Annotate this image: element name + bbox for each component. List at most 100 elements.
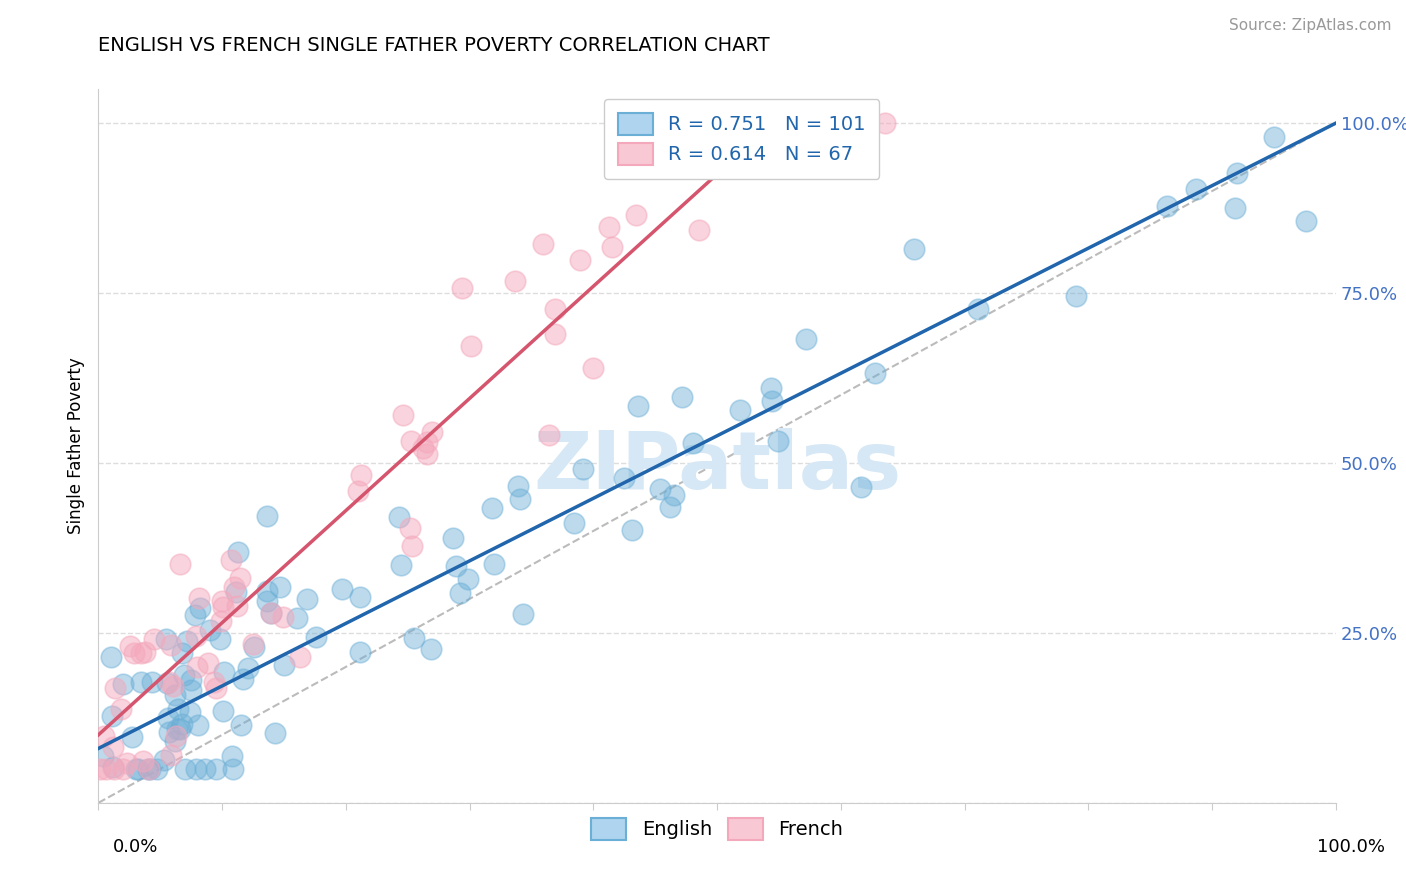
Point: [101, 709, 124, 723]
Point: [256, 583, 278, 598]
Point: [229, 571, 252, 585]
Point: [966, 302, 988, 317]
Point: [422, 425, 444, 440]
Point: [89, 762, 111, 776]
Point: [1295, 213, 1317, 227]
Point: [159, 747, 181, 762]
Point: [260, 606, 283, 620]
Point: [873, 116, 896, 130]
Point: [143, 632, 166, 646]
Point: [101, 739, 124, 754]
Point: [605, 131, 627, 145]
Point: [172, 646, 194, 660]
Point: [184, 608, 207, 623]
Point: [184, 629, 207, 643]
Point: [506, 479, 529, 493]
Point: [416, 435, 439, 450]
Point: [600, 240, 623, 254]
Point: [849, 480, 872, 494]
Point: [457, 573, 479, 587]
Point: [117, 756, 139, 770]
Point: [728, 403, 751, 417]
Point: [159, 638, 181, 652]
Point: [173, 668, 195, 682]
Point: [101, 760, 124, 774]
Point: [211, 704, 233, 718]
Point: [446, 558, 468, 573]
Point: [544, 326, 567, 341]
Point: [399, 521, 422, 535]
Point: [399, 434, 422, 448]
Point: [141, 674, 163, 689]
Point: [214, 665, 236, 679]
Point: [212, 599, 235, 614]
Point: [224, 580, 246, 594]
Point: [209, 614, 232, 628]
Point: [271, 610, 294, 624]
Point: [568, 253, 591, 268]
Point: [537, 427, 560, 442]
Point: [205, 681, 228, 695]
Point: [211, 593, 233, 607]
Text: ENGLISH VS FRENCH SINGLE FATHER POVERTY CORRELATION CHART: ENGLISH VS FRENCH SINGLE FATHER POVERTY …: [98, 36, 770, 54]
Point: [330, 582, 353, 596]
Point: [132, 754, 155, 768]
Text: 0.0%: 0.0%: [112, 838, 157, 856]
Point: [482, 557, 505, 571]
Point: [104, 681, 127, 695]
Point: [243, 640, 266, 655]
Point: [129, 675, 152, 690]
Point: [794, 332, 817, 346]
Point: [543, 302, 565, 317]
Point: [232, 672, 254, 686]
Point: [1263, 130, 1285, 145]
Point: [1223, 202, 1246, 216]
Point: [172, 716, 194, 731]
Point: [129, 646, 152, 660]
Point: [662, 488, 685, 502]
Point: [1184, 182, 1206, 196]
Point: [389, 558, 412, 573]
Point: [450, 281, 472, 295]
Point: [620, 524, 643, 538]
Point: [236, 660, 259, 674]
Point: [157, 725, 180, 739]
Point: [512, 607, 534, 621]
Point: [682, 436, 704, 450]
Point: [187, 591, 209, 605]
Point: [509, 491, 531, 506]
Y-axis label: Single Father Poverty: Single Father Poverty: [66, 358, 84, 534]
Point: [481, 501, 503, 516]
Point: [766, 434, 789, 449]
Point: [226, 545, 249, 559]
Point: [118, 639, 141, 653]
Point: [441, 531, 464, 545]
Point: [350, 468, 373, 483]
Point: [242, 636, 264, 650]
Point: [194, 762, 217, 776]
Point: [174, 762, 197, 776]
Point: [503, 274, 526, 288]
Point: [387, 509, 409, 524]
Point: [256, 594, 278, 608]
Point: [801, 116, 824, 130]
Point: [209, 632, 232, 646]
Point: [412, 441, 434, 455]
Point: [273, 658, 295, 673]
Point: [184, 762, 207, 776]
Point: [419, 641, 441, 656]
Point: [138, 762, 160, 776]
Point: [94, 762, 117, 776]
Point: [226, 599, 249, 613]
Point: [1156, 199, 1178, 213]
Point: [91, 749, 114, 764]
Point: [122, 646, 145, 660]
Point: [111, 762, 134, 776]
Text: ZIPatlas: ZIPatlas: [533, 428, 901, 507]
Point: [305, 630, 328, 644]
Point: [659, 500, 682, 515]
Point: [225, 584, 247, 599]
Point: [156, 676, 179, 690]
Point: [221, 762, 243, 776]
Point: [449, 585, 471, 599]
